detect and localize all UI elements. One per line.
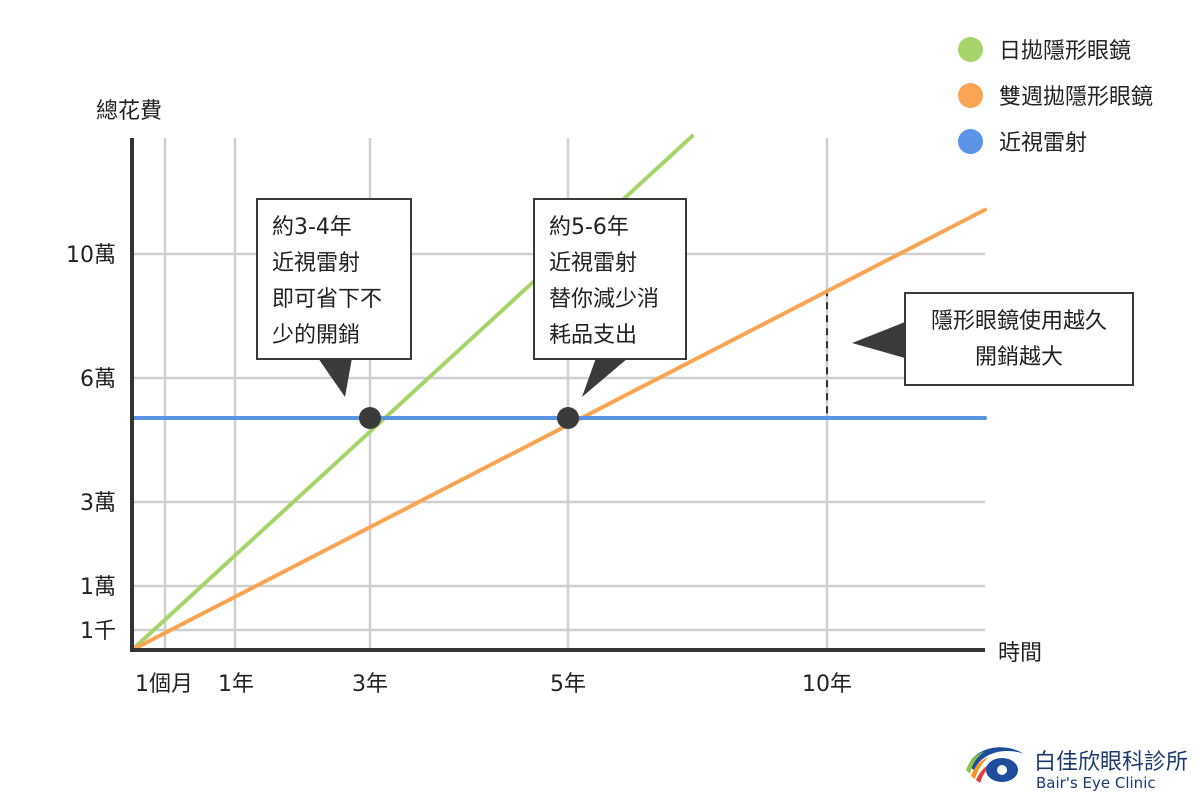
clinic-name: 白佳欣眼科診所 [1034,750,1189,775]
eye-logo-icon [966,747,1024,783]
callout-line: 隱形眼鏡使用越久 [930,309,1107,334]
callout-pointers [318,322,905,397]
clinic-logo: 白佳欣眼科診所 Bair's Eye Clinic [962,740,1192,796]
legend-item-laser: 近視雷射 [958,118,1153,164]
callout-longer-use: 隱形眼鏡使用越久 開銷越大 [904,292,1134,386]
callout-line: 耗品支出 [549,323,638,348]
intersection-marker [557,407,579,429]
callout-line: 替你減少消 [549,287,660,312]
callout-pointer [582,358,628,397]
x-tick-label: 1個月 [135,672,193,697]
legend-swatch-daily [958,36,983,62]
legend-label-biweekly: 雙週拋隱形眼鏡 [999,85,1154,110]
intersection-marker [359,407,381,429]
legend-item-daily: 日拋隱形眼鏡 [958,26,1153,72]
callout-line: 約5-6年 [549,215,629,240]
y-tick-label: 3萬 [80,491,116,516]
callout-pointer [852,322,905,358]
x-tick-label: 10年 [802,672,852,697]
chart-axes [130,138,985,652]
y-tick-label: 1千 [80,619,116,644]
callout-pointer [318,358,352,397]
callout-line: 開銷越大 [974,345,1063,370]
legend-label-laser: 近視雷射 [999,131,1088,156]
x-tick-label: 3年 [352,672,388,697]
callout-line: 近視雷射 [272,251,361,276]
legend-label-daily: 日拋隱形眼鏡 [999,39,1132,64]
legend-swatch-laser [958,128,983,154]
x-tick-label: 5年 [550,672,586,697]
y-tick-label: 1萬 [80,575,116,600]
y-tick-label: 6萬 [80,367,116,392]
callout-line: 即可省下不 [272,287,383,312]
legend: 日拋隱形眼鏡 雙週拋隱形眼鏡 近視雷射 [958,26,1153,164]
clinic-english-name: Bair's Eye Clinic [1036,774,1156,792]
callout-3-4-years: 約3-4年 近視雷射 即可省下不 少的開銷 [256,198,412,360]
legend-item-biweekly: 雙週拋隱形眼鏡 [958,72,1153,118]
intersection-markers [359,407,579,429]
x-axis-title: 時間 [998,641,1042,666]
x-tick-label: 1年 [218,672,254,697]
line-biweekly-lens [130,207,987,652]
tick-labels: 1個月 1年 3年 5年 10年 1千 1萬 3萬 6萬 10萬 [66,243,852,697]
legend-swatch-biweekly [958,82,983,108]
y-axis-title: 總花費 [96,99,162,124]
callout-line: 近視雷射 [549,251,638,276]
y-tick-label: 10萬 [66,243,116,268]
callout-line: 約3-4年 [272,215,352,240]
callout-5-6-years: 約5-6年 近視雷射 替你減少消 耗品支出 [533,198,687,360]
callout-line: 少的開銷 [272,323,361,348]
